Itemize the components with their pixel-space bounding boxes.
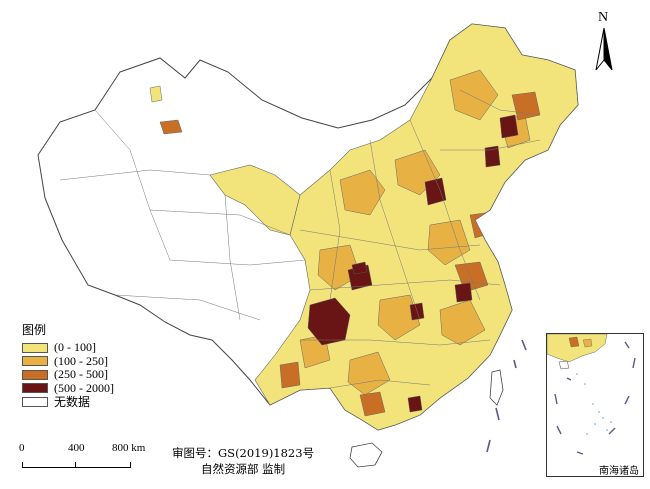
- legend-swatch: [22, 369, 48, 380]
- legend-item: 无数据: [22, 395, 114, 409]
- scale-bar-tick: [75, 462, 76, 467]
- legend-label: (100 - 250]: [54, 353, 108, 368]
- hainan-island: [349, 442, 383, 468]
- scale-label-800: 800 km: [112, 442, 146, 454]
- legend-label: 无数据: [54, 395, 91, 410]
- map-credit: 审图号：GS(2019)1823号 自然资源部 监制: [172, 445, 314, 477]
- legend-item: (250 - 500]: [22, 367, 114, 382]
- map-legend: 图例 (0 - 100] (100 - 250] (250 - 500] (50…: [22, 321, 114, 409]
- inset-label: 南海诸岛: [599, 466, 639, 477]
- prefecture-layer: [59, 24, 578, 430]
- north-arrow-icon: [595, 27, 613, 71]
- legend-item: (100 - 250]: [22, 353, 114, 369]
- legend-label: (250 - 500]: [54, 367, 108, 382]
- legend-swatch: [22, 342, 48, 353]
- legend-swatch: [22, 396, 48, 407]
- north-letter: N: [598, 10, 609, 25]
- legend-swatch: [22, 383, 48, 394]
- scale-bar: 0 400 800 km: [16, 442, 156, 472]
- north-arrow: N: [592, 10, 616, 74]
- legend-label: (0 - 100]: [54, 340, 96, 355]
- scale-label-400: 400: [68, 442, 85, 454]
- credit-line-1: 审图号：GS(2019)1823号: [172, 446, 315, 460]
- sea-boundary-dashes: [486, 339, 527, 453]
- legend-swatch: [22, 356, 48, 367]
- inset-map: [547, 334, 636, 455]
- legend-item: (500 - 2000]: [22, 380, 114, 396]
- credit-line-2: 自然资源部 监制: [200, 462, 286, 476]
- legend-label: (500 - 2000]: [54, 380, 114, 395]
- south-china-sea-inset: 南海诸岛: [546, 333, 644, 477]
- scale-bar-line: [22, 462, 131, 468]
- legend-item: (0 - 100]: [22, 340, 114, 355]
- taiwan-island: [489, 369, 504, 406]
- legend-title: 图例: [22, 323, 47, 337]
- scale-label-0: 0: [19, 442, 25, 454]
